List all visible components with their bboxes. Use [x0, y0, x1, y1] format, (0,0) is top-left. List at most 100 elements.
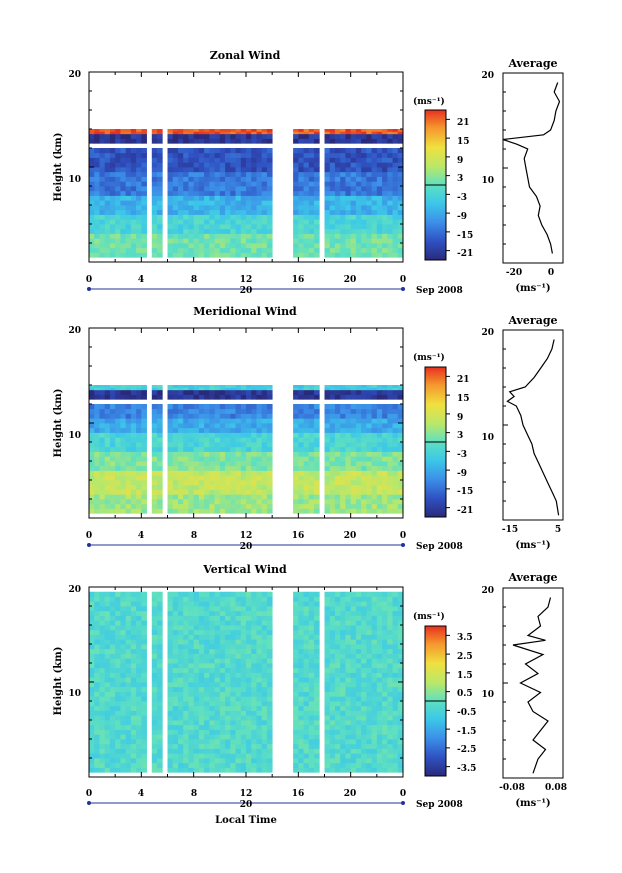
heatmap-cell: [99, 639, 106, 645]
heatmap-cell: [256, 696, 263, 702]
heatmap-cell: [345, 606, 352, 612]
heatmap-cell: [120, 499, 127, 505]
heatmap-cell: [230, 729, 236, 735]
heatmap-cell: [141, 233, 147, 239]
heatmap-cell: [261, 195, 268, 201]
heatmap-cell: [198, 129, 205, 132]
heatmap-cell: [246, 167, 252, 173]
heatmap-cell: [225, 489, 231, 495]
heatmap-cell: [209, 648, 215, 654]
heatmap-cell: [324, 247, 331, 253]
heatmap-cell: [188, 634, 195, 640]
heatmap-cell: [376, 503, 383, 509]
heatmap-cell: [397, 710, 404, 716]
heatmap-cell: [397, 247, 404, 253]
heatmap-cell: [183, 503, 189, 509]
heatmap-cell: [94, 508, 100, 514]
heatmap-cell: [225, 423, 231, 429]
heatmap-cell: [387, 157, 393, 163]
heatmap-cell: [392, 252, 399, 258]
heatmap-cell: [225, 233, 231, 239]
heatmap-cell: [209, 133, 215, 139]
heatmap-cell: [355, 720, 362, 726]
heatmap-cell: [172, 629, 179, 635]
heatmap-cell: [366, 219, 372, 225]
heatmap-cell: [230, 394, 236, 400]
heatmap-cell: [361, 404, 367, 410]
heatmap-cell: [89, 233, 95, 239]
heatmap-cell: [235, 734, 242, 740]
heatmap-cell: [177, 743, 184, 749]
heatmap-cell: [392, 667, 399, 673]
heatmap-cell: [230, 494, 236, 500]
heatmap-cell: [298, 205, 304, 211]
heatmap-cell: [225, 437, 231, 443]
heatmap-cell: [172, 494, 179, 500]
heatmap-cell: [340, 190, 346, 196]
heatmap-cell: [350, 634, 357, 640]
heatmap-cell: [120, 644, 127, 650]
heatmap-cell: [99, 129, 106, 132]
heatmap-cell: [235, 648, 242, 654]
heatmap-cell: [303, 734, 310, 740]
heatmap-cell: [261, 394, 268, 400]
heatmap-cell: [303, 205, 310, 211]
heatmap-cell: [214, 200, 221, 206]
heatmap-cell: [99, 190, 106, 196]
heatmap-cell: [387, 461, 393, 467]
heatmap-cell: [188, 508, 195, 514]
heatmap-cell: [151, 423, 158, 429]
heatmap-cell: [183, 190, 189, 196]
heatmap-cell: [246, 499, 252, 505]
heatmap-cell: [177, 629, 184, 635]
heatmap-cell: [172, 148, 179, 154]
heatmap-cell: [366, 394, 372, 400]
y-tick-label: 20: [68, 70, 81, 80]
average-frame: [502, 329, 564, 521]
heatmap-cell: [293, 686, 299, 692]
heatmap-cell: [240, 606, 247, 612]
heatmap-cell: [303, 446, 310, 452]
heatmap-cell: [204, 195, 210, 201]
heatmap-cell: [198, 648, 205, 654]
heatmap-cell: [371, 691, 378, 697]
heatmap-cell: [157, 470, 163, 476]
heatmap-cell: [188, 389, 195, 395]
heatmap-cell: [214, 228, 221, 234]
heatmap-cell: [303, 475, 310, 481]
heatmap-cell: [397, 739, 404, 745]
heatmap-cell: [151, 710, 158, 716]
heatmap-cell: [392, 133, 399, 139]
heatmap-cell: [303, 219, 310, 225]
heatmap-cell: [99, 601, 106, 607]
heatmap-cell: [109, 181, 116, 187]
heatmap-cell: [397, 724, 404, 730]
heatmap-cell: [324, 480, 331, 486]
heatmap-cell: [251, 610, 257, 616]
heatmap-cell: [204, 465, 210, 471]
heatmap-cell: [366, 432, 372, 438]
heatmap-cell: [151, 432, 158, 438]
heatmap-cell: [371, 157, 378, 163]
heatmap-cell: [136, 658, 142, 664]
heatmap-cell: [350, 601, 357, 607]
heatmap-cell: [214, 677, 221, 683]
heatmap-cell: [308, 729, 315, 735]
heatmap-cell: [340, 606, 346, 612]
heatmap-cell: [308, 427, 315, 433]
heatmap-cell: [376, 691, 383, 697]
heatmap-cell: [392, 691, 399, 697]
heatmap-cell: [125, 133, 132, 139]
heatmap-cell: [141, 148, 147, 154]
heatmap-cell: [89, 658, 95, 664]
heatmap-cell: [329, 677, 336, 683]
heatmap-cell: [230, 480, 236, 486]
heatmap-cell: [324, 214, 331, 220]
heatmap-cell: [214, 456, 221, 462]
heatmap-cell: [361, 157, 367, 163]
heatmap-cell: [392, 456, 399, 462]
heatmap-cell: [188, 148, 195, 154]
heatmap-cell: [157, 252, 163, 258]
heatmap-cell: [387, 233, 393, 239]
heatmap-cell: [115, 181, 121, 187]
